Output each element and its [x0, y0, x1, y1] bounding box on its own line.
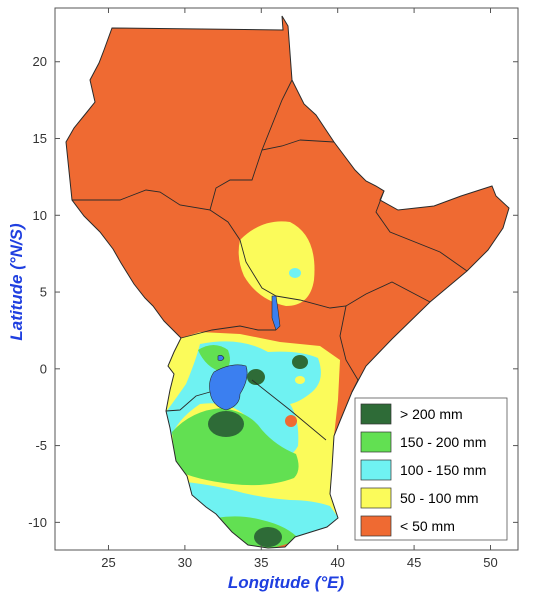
y-tick-label: 5	[40, 285, 47, 300]
x-tick-label: 30	[178, 555, 192, 570]
y-tick-label: 15	[33, 131, 47, 146]
legend-swatch	[360, 487, 392, 509]
y-tick-label: 20	[33, 54, 47, 69]
border-segment-central	[209, 209, 277, 297]
y-tick-label: 10	[33, 208, 47, 223]
zone-50-100-north	[238, 221, 315, 306]
land-area	[65, 15, 510, 549]
legend-label: 50 - 100 mm	[400, 490, 479, 506]
x-tick-label: 40	[330, 555, 344, 570]
legend-label: 100 - 150 mm	[400, 462, 486, 478]
x-tick-label: 45	[407, 555, 421, 570]
legend-label: > 200 mm	[400, 406, 463, 422]
border-segment-northeast	[261, 79, 293, 151]
zone-over-200-east	[292, 355, 308, 369]
y-axis-ticks: 20 15 10 5 0 -5 -10	[28, 54, 518, 530]
zone-100-150	[160, 341, 321, 462]
x-tick-label: 25	[101, 555, 115, 570]
zone-under-50-spot	[285, 415, 297, 427]
y-tick-label: -5	[35, 438, 47, 453]
land-outline	[65, 15, 510, 549]
lakes	[209, 295, 281, 411]
legend-label: 150 - 200 mm	[400, 434, 486, 450]
lake-small	[217, 355, 225, 361]
zone-100-150-spot	[289, 268, 301, 278]
border-segment-horn	[299, 139, 335, 143]
x-axis-ticks: 25 30 35 40 45 50	[101, 8, 498, 570]
zone-150-200	[172, 408, 299, 486]
zone-over-200-south	[254, 527, 282, 547]
x-tick-label: 50	[483, 555, 497, 570]
border-segment-diagonal	[251, 379, 327, 441]
legend-swatch	[360, 431, 392, 453]
legend: > 200 mm 150 - 200 mm 100 - 150 mm 50 - 100…	[354, 397, 508, 541]
y-axis-title: Latitude (°N/S)	[7, 223, 26, 341]
lake-victoria	[209, 364, 248, 411]
country-borders	[72, 79, 468, 441]
legend-swatch	[360, 459, 392, 481]
border-segment-east	[375, 190, 468, 272]
border-segment-lake-region	[180, 325, 276, 339]
zone-over-200-lake	[247, 369, 265, 385]
y-tick-label: 0	[40, 361, 47, 376]
legend-swatch	[360, 515, 392, 537]
border-segment-southwest	[165, 391, 211, 412]
border-segment-north	[72, 139, 301, 211]
x-axis-title: Longitude (°E)	[228, 573, 345, 592]
y-tick-label: -10	[28, 515, 47, 530]
zone-150-200-west	[198, 345, 230, 372]
x-tick-label: 35	[254, 555, 268, 570]
legend-label: < 50 mm	[400, 518, 455, 534]
legend-swatch	[360, 403, 392, 425]
zone-50-100-spot	[295, 376, 305, 384]
zone-over-200-west	[208, 411, 244, 437]
border-segment-lower-east	[339, 305, 359, 393]
